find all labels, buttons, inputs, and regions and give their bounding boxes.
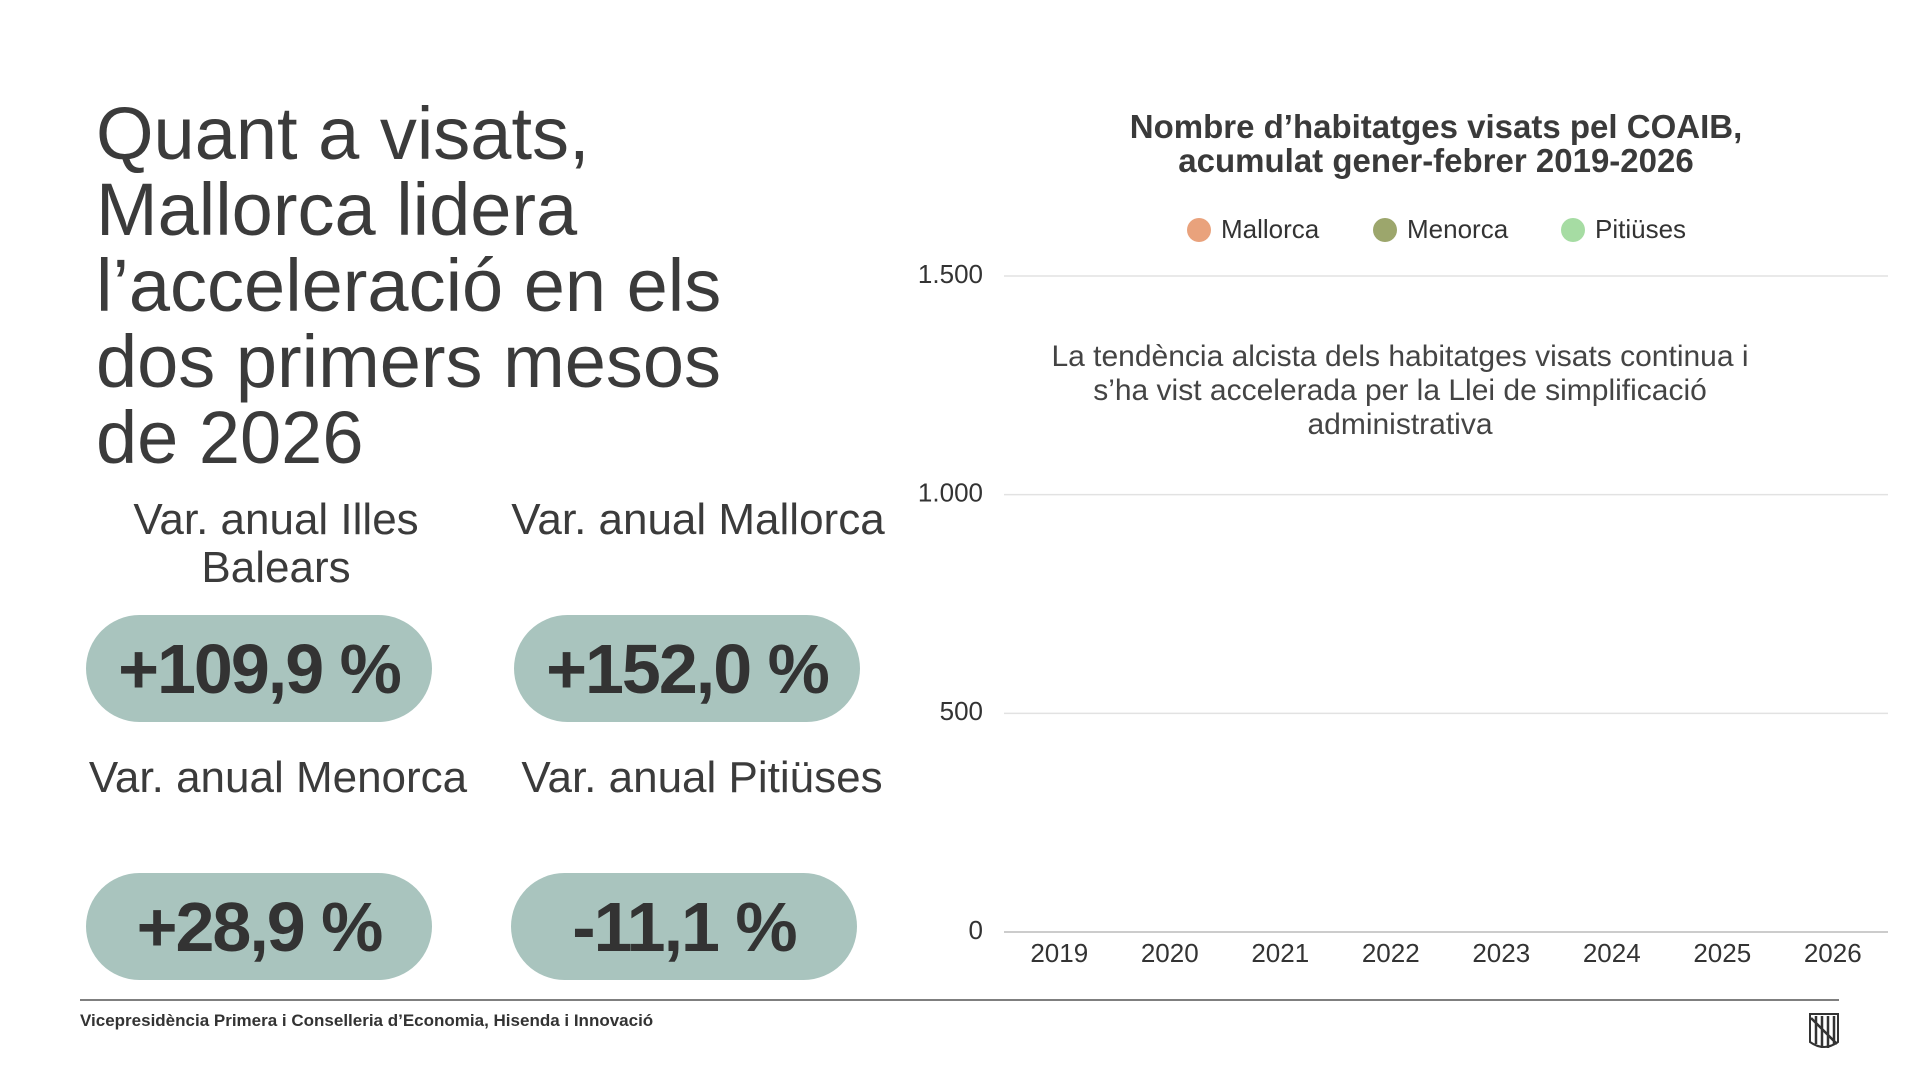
- x-tick-label: 2025: [1693, 938, 1751, 968]
- stat-value: +152,0 %: [514, 615, 860, 722]
- headline: Quant a visats, Mallorca lidera l’accele…: [96, 96, 721, 476]
- stat-label: Var. anual Menorca: [88, 753, 468, 802]
- stat-value: +109,9 %: [86, 615, 432, 722]
- headline-line: de 2026: [96, 396, 364, 479]
- x-tick-label: 2026: [1804, 938, 1862, 968]
- x-tick-label: 2019: [1030, 938, 1088, 968]
- y-tick-label: 1.000: [918, 478, 983, 508]
- legend-label: Menorca: [1407, 214, 1509, 244]
- stat-label: Var. anual Mallorca: [511, 495, 885, 544]
- headline-line: l’acceleració en els: [96, 244, 722, 327]
- annotation: La tendència alcista dels habitatges vis…: [1051, 340, 1749, 441]
- legend-swatch: [1373, 218, 1397, 242]
- chart-title: Nombre d’habitatges visats pel COAIB, ac…: [1129, 108, 1743, 179]
- x-tick-label: 2020: [1141, 938, 1199, 968]
- legend-swatch: [1561, 218, 1585, 242]
- x-tick-label: 2023: [1472, 938, 1530, 968]
- legend-swatch: [1187, 218, 1211, 242]
- headline-line: Quant a visats,: [96, 92, 590, 175]
- stat-label: Var. anual Illes Balears: [133, 495, 419, 592]
- headline-line: dos primers mesos: [96, 320, 722, 403]
- y-tick-label: 1.500: [918, 259, 983, 289]
- y-tick-label: 500: [940, 696, 983, 726]
- logo: [1809, 1013, 1839, 1048]
- stat-label: Var. anual Pitiüses: [521, 753, 883, 802]
- legend-label: Mallorca: [1221, 214, 1320, 244]
- legend-label: Pitiüses: [1595, 214, 1686, 244]
- x-tick-label: 2022: [1362, 938, 1420, 968]
- x-tick-label: 2024: [1583, 938, 1641, 968]
- headline-line: Mallorca lidera: [96, 168, 578, 251]
- footer: Vicepresidència Primera i Conselleria d’…: [80, 1011, 654, 1030]
- x-tick-label: 2021: [1251, 938, 1309, 968]
- y-tick-label: 0: [969, 915, 983, 945]
- stat-value: +28,9 %: [86, 873, 432, 980]
- stat-value: -11,1 %: [511, 873, 857, 980]
